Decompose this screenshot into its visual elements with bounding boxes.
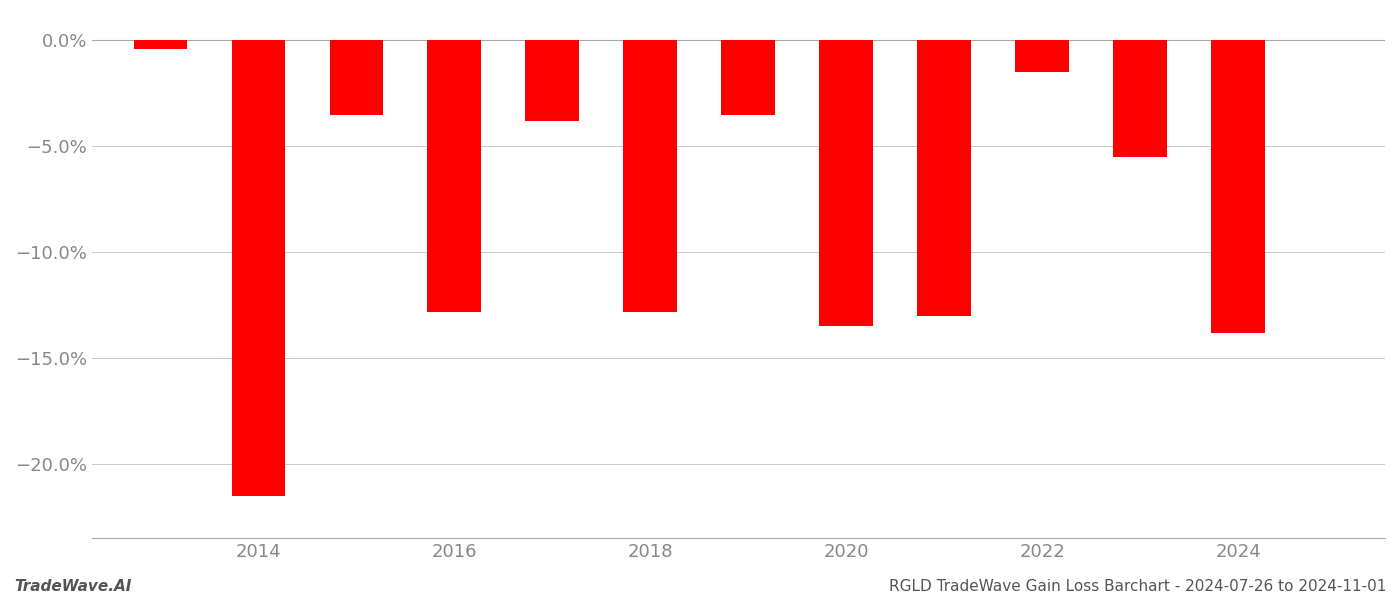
- Bar: [231, 40, 286, 496]
- Bar: [721, 40, 776, 115]
- Bar: [427, 40, 482, 311]
- Text: TradeWave.AI: TradeWave.AI: [14, 579, 132, 594]
- Bar: [917, 40, 972, 316]
- Bar: [1015, 40, 1070, 72]
- Text: RGLD TradeWave Gain Loss Barchart - 2024-07-26 to 2024-11-01: RGLD TradeWave Gain Loss Barchart - 2024…: [889, 579, 1386, 594]
- Bar: [1113, 40, 1168, 157]
- Bar: [133, 40, 188, 49]
- Bar: [1211, 40, 1266, 332]
- Bar: [819, 40, 874, 326]
- Bar: [329, 40, 384, 115]
- Bar: [623, 40, 678, 311]
- Bar: [525, 40, 580, 121]
